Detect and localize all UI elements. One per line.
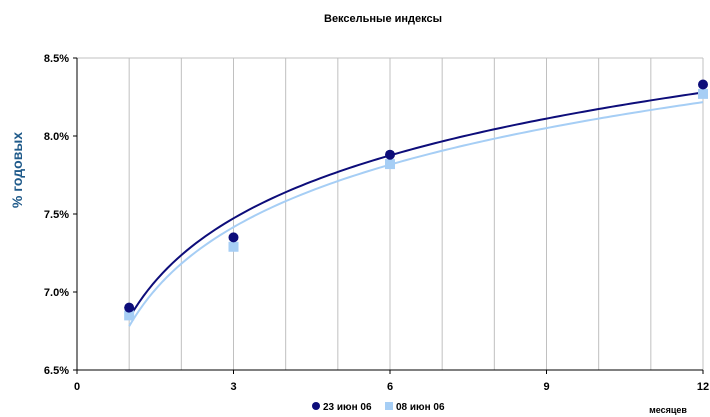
legend-label: 08 июн 06 <box>396 402 445 413</box>
legend-label: 23 июн 06 <box>323 402 372 413</box>
y-axis-label: % годовых <box>9 132 25 208</box>
x-axis-label: месяцев <box>649 405 687 415</box>
x-tick-label: 6 <box>387 381 393 393</box>
y-tick-label: 8.5% <box>44 53 69 65</box>
data-point <box>124 302 135 313</box>
trendline <box>128 91 704 319</box>
data-point <box>385 159 395 170</box>
y-tick-label: 7.0% <box>44 287 69 299</box>
x-tick-label: 9 <box>543 381 549 393</box>
x-tick-label: 3 <box>230 381 236 393</box>
data-point <box>228 241 239 252</box>
x-tick-label: 12 <box>697 381 709 393</box>
data-point <box>698 88 708 99</box>
plot-area: 6.5% 7.0% 7.5% 8.0% 8.5% 0 3 6 9 12 <box>44 53 709 393</box>
y-tick-label: 8.0% <box>44 131 69 143</box>
data-point <box>228 232 239 243</box>
data-point <box>124 310 135 321</box>
data-point <box>698 79 708 90</box>
data-point <box>385 149 395 160</box>
legend: 23 июн 06 08 июн 06 <box>312 402 445 413</box>
trendline <box>128 101 704 327</box>
y-tick-label: 7.5% <box>44 209 69 221</box>
chart-title: Вексельные индексы <box>324 13 442 25</box>
legend-marker <box>385 402 393 410</box>
x-tick-label: 0 <box>74 381 80 393</box>
legend-marker <box>312 402 320 410</box>
y-tick-label: 6.5% <box>44 365 69 377</box>
